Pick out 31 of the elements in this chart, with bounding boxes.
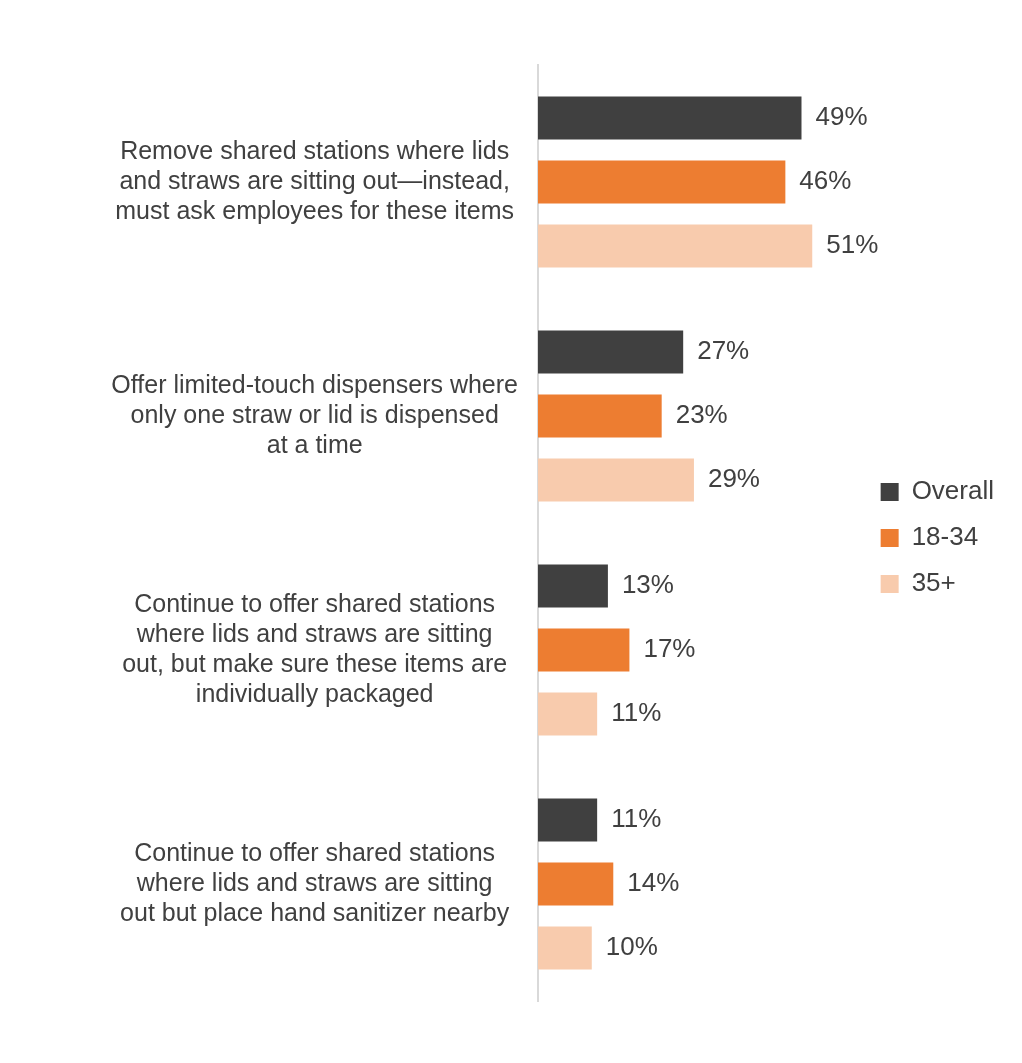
data-label: 27% (697, 335, 750, 366)
bar (538, 458, 694, 502)
bar (538, 160, 786, 204)
bar (538, 96, 802, 140)
bar (538, 862, 614, 906)
legend-label: Overall (911, 475, 994, 506)
bar (538, 394, 662, 438)
data-label: 51% (826, 229, 879, 260)
data-label: 29% (707, 463, 760, 494)
data-label: 11% (611, 697, 662, 728)
y-tick-label: Continue to offer shared stations where lids and straws are sitting out but place hand sanitizer nearby (120, 837, 510, 926)
y-tick-label: Offer limited-touch dispensers where only one straw or lid is dispensed at a time (111, 369, 518, 458)
bar (538, 798, 598, 842)
y-tick-label: Remove shared stations where lids and straws are sitting out—instead, must ask employees for these items (115, 135, 515, 224)
bar (538, 692, 598, 736)
data-label: 14% (627, 867, 680, 898)
data-label: 46% (799, 165, 852, 196)
bar (538, 224, 813, 268)
data-label: 13% (621, 569, 674, 600)
data-label: 49% (815, 101, 868, 132)
bar (538, 628, 630, 672)
y-tick-label: Continue to offer shared stations where lids and straws are sitting out, but make sure these items are individually packaged (122, 588, 508, 707)
legend-label: 18-34 (911, 521, 979, 552)
bar (538, 330, 684, 374)
legend-label: 35+ (911, 567, 956, 598)
data-label: 23% (675, 399, 728, 430)
bar (538, 564, 608, 608)
data-label: 10% (605, 931, 658, 962)
data-label: 17% (643, 633, 696, 664)
bar (538, 926, 592, 970)
data-label: 11% (611, 803, 662, 834)
